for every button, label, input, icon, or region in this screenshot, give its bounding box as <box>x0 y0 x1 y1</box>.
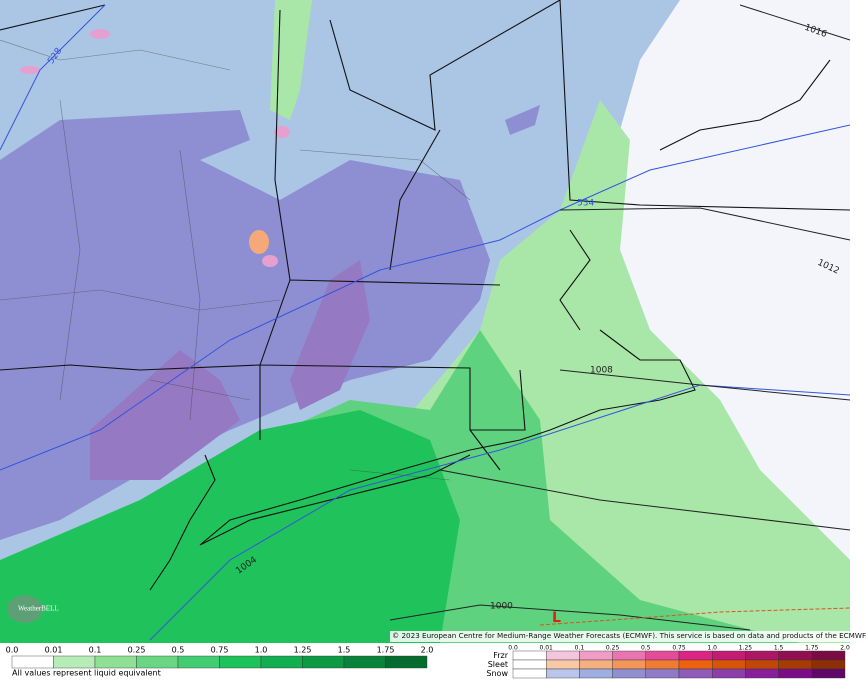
legend-tick-label: 0.5 <box>172 646 185 655</box>
legend-swatch <box>512 668 547 679</box>
legend-tick-label: 1.75 <box>377 646 395 655</box>
legend-swatch <box>177 655 220 669</box>
legend-tick-label: 0.1 <box>575 645 585 652</box>
legend-swatch <box>745 659 779 670</box>
legend-swatch <box>811 650 846 661</box>
legend-tick-label: 0.1 <box>89 646 102 655</box>
legend-swatch <box>778 659 812 670</box>
legend-swatch <box>579 668 613 679</box>
legend-swatch <box>778 668 812 679</box>
legend-tick-label: 1.75 <box>805 645 819 652</box>
legend: All values represent liquid equivalent 0… <box>6 645 850 679</box>
legend-swatch <box>811 659 846 670</box>
legend-swatch <box>546 659 580 670</box>
legend-swatch <box>612 668 646 679</box>
legend-row-label: Snow <box>486 669 508 678</box>
legend-tick-label: 2.0 <box>421 646 434 655</box>
legend-tick-label: 1.5 <box>774 645 784 652</box>
legend-row-label: Frzr <box>493 651 509 660</box>
legend-note: All values represent liquid equivalent <box>12 669 161 678</box>
legend-swatch <box>612 659 646 670</box>
contour-label: 1000 <box>490 602 513 612</box>
legend-tick-label: 0.75 <box>211 646 229 655</box>
legend-swatch <box>512 659 547 670</box>
logo: WeatherBELL <box>18 605 59 613</box>
legend-swatch <box>136 655 179 669</box>
legend-swatch <box>512 650 547 661</box>
legend-swatch <box>678 659 713 670</box>
legend-swatch <box>645 668 680 679</box>
legend-tick-label: 2.0 <box>840 645 850 652</box>
legend-tick-label: 0.25 <box>606 645 620 652</box>
legend-swatch <box>645 650 680 661</box>
legend-swatch <box>546 668 580 679</box>
legend-swatch <box>678 668 713 679</box>
legend-swatch <box>94 655 137 669</box>
legend-tick-label: 1.5 <box>338 646 351 655</box>
low-label: L <box>552 610 561 626</box>
legend-tick-label: 1.25 <box>294 646 312 655</box>
legend-tick-label: 1.0 <box>707 645 717 652</box>
legend-swatch <box>579 650 613 661</box>
legend-swatch <box>745 668 779 679</box>
legend-swatch <box>579 659 613 670</box>
legend-swatch <box>645 659 680 670</box>
legend-swatch <box>343 655 386 669</box>
legend-swatch <box>385 655 428 669</box>
legend-swatch <box>678 650 713 661</box>
legend-swatch <box>302 655 345 669</box>
legend-swatch <box>811 668 846 679</box>
legend-row-label: Sleet <box>488 660 508 669</box>
map: 528 534 1016 1012 1008 1004 1000 L Weath… <box>0 0 866 643</box>
legend-swatch <box>712 668 746 679</box>
legend-swatch <box>745 650 779 661</box>
legend-swatch <box>11 655 54 669</box>
contour-label: 534 <box>577 199 594 209</box>
legend-swatch <box>219 655 262 669</box>
legend-tick-label: 0.25 <box>128 646 146 655</box>
contour-label: 1008 <box>590 366 613 376</box>
legend-tick-label: 0.0 <box>508 645 518 652</box>
legend-swatch <box>546 650 580 661</box>
legend-tick-label: 1.25 <box>739 645 753 652</box>
legend-tick-label: 0.5 <box>641 645 651 652</box>
legend-swatch <box>53 655 96 669</box>
legend-tick-label: 0.75 <box>672 645 686 652</box>
legend-tick-label: 0.01 <box>540 645 554 652</box>
legend-swatch <box>612 650 646 661</box>
legend-tick-label: 0.01 <box>45 646 63 655</box>
credit: © 2023 European Centre for Medium-Range … <box>392 631 866 640</box>
legend-swatch <box>260 655 303 669</box>
legend-tick-label: 0.0 <box>6 646 19 655</box>
legend-swatch <box>712 659 746 670</box>
legend-swatch <box>778 650 812 661</box>
legend-tick-label: 1.0 <box>255 646 268 655</box>
legend-swatch <box>712 650 746 661</box>
